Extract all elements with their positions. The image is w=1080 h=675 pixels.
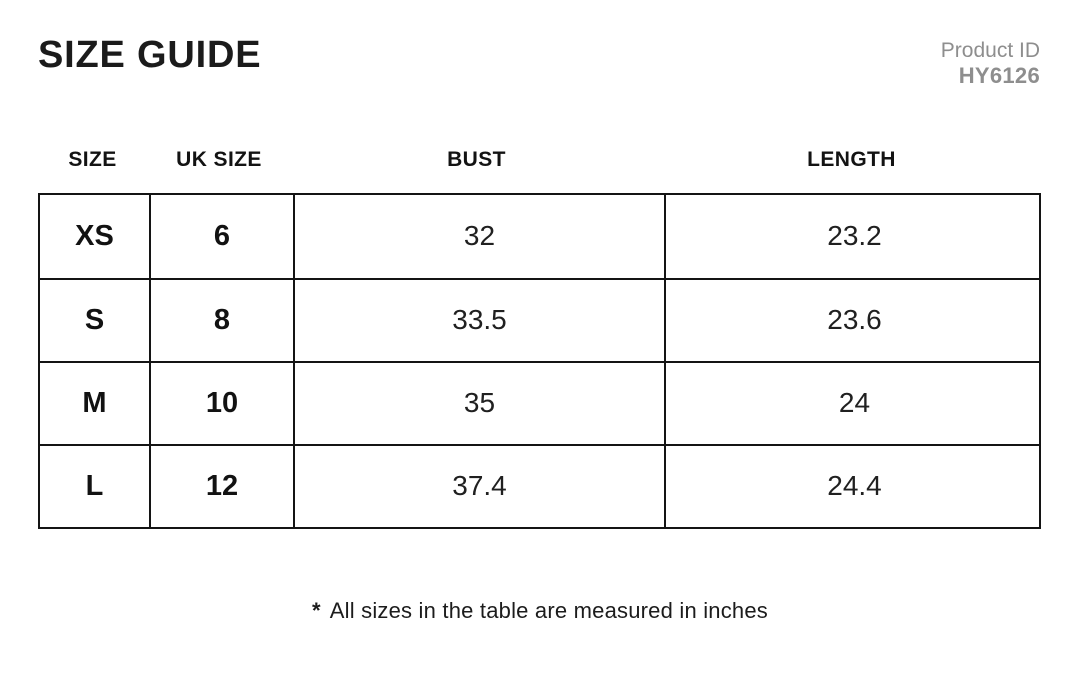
cell-bust: 32 [293,194,664,278]
column-header-bust: BUST [447,147,506,171]
product-id-value: HY6126 [958,63,1040,89]
page-title: SIZE GUIDE [38,34,262,76]
cell-length: 24 [664,362,1043,444]
cell-size: L [85,469,104,502]
product-id-label: Product ID [940,39,1040,62]
cell-length: 23.2 [664,194,1043,278]
table-row-m: M 10 35 24 [40,360,1039,444]
cell-length: 24.4 [664,445,1043,527]
page-header: SIZE GUIDE Product ID HY6126 [0,0,1080,90]
column-header-length: LENGTH [807,147,896,171]
size-table-body: XS 6 32 23.2 S 8 33.5 23.6 M 10 35 24 L … [38,192,1041,529]
column-header-uk-size: UK SIZE [176,147,262,171]
product-id-block: Product ID HY6126 [941,36,1040,90]
table-row-l: L 12 37.4 24.4 [40,443,1039,527]
footnote-text: All sizes in the table are measured in i… [329,597,768,623]
cell-uk-size: 6 [149,194,293,278]
cell-size: XS [75,219,114,252]
cell-uk-size: 10 [149,362,293,444]
footnote-asterisk: * [312,597,321,623]
table-row-s: S 8 33.5 23.6 [40,277,1039,361]
size-table: SIZE UK SIZE BUST LENGTH XS 6 32 23.2 S … [38,148,1041,529]
cell-bust: 37.4 [293,445,664,527]
cell-bust: 33.5 [293,279,664,361]
measurement-footnote: * All sizes in the table are measured in … [0,598,1080,624]
cell-length: 23.6 [664,279,1043,361]
column-header-size: SIZE [68,147,117,171]
cell-uk-size: 12 [149,445,293,527]
cell-size: S [84,303,105,336]
table-row-xs: XS 6 32 23.2 [40,194,1039,278]
cell-size: M [82,386,107,419]
cell-uk-size: 8 [149,279,293,361]
cell-bust: 35 [293,362,664,444]
size-table-header-row: SIZE UK SIZE BUST LENGTH [38,148,1041,172]
